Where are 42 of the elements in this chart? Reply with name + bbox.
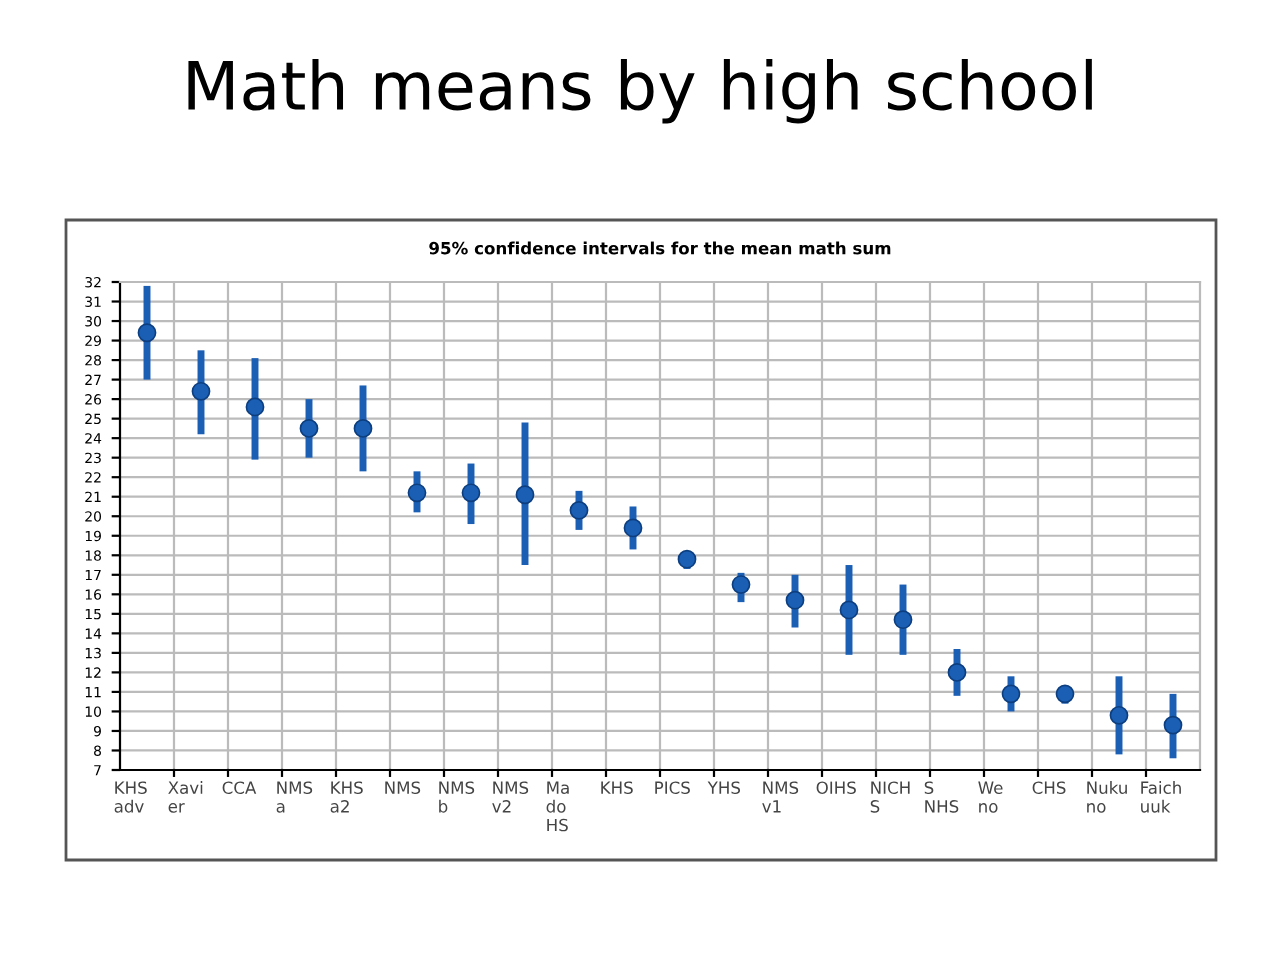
x-tick-label: OIHS	[816, 781, 856, 795]
x-tick-label: KHS a2	[330, 781, 363, 813]
point	[137, 323, 157, 343]
x-tick-label: Faich uuk	[1141, 781, 1181, 813]
point	[1109, 705, 1129, 725]
point	[893, 610, 913, 630]
x-tick-label: Xavi er	[168, 781, 203, 813]
x-tick-label: We no	[978, 781, 1003, 813]
x-tick-label: NMS v2	[492, 781, 529, 813]
x-tick-label: S NHS	[924, 781, 959, 813]
point	[1055, 684, 1075, 704]
x-tick-label: YHS	[707, 781, 741, 795]
x-tick-label: NMS	[385, 781, 421, 795]
point	[245, 397, 265, 417]
x-tick-label: KHS adv	[114, 781, 147, 813]
point	[461, 483, 481, 503]
chart-title: Math means by high school	[188, 58, 1092, 124]
point	[299, 419, 319, 438]
point	[353, 419, 373, 438]
point	[407, 483, 427, 503]
x-tick-label: Nuku no	[1087, 781, 1127, 813]
point	[947, 663, 967, 682]
x-tick-label: CHS	[1032, 781, 1066, 795]
x-tick-label: Ma do HS	[546, 781, 569, 832]
point	[623, 518, 643, 538]
chart-subtitle: 95% confidence intervals for the mean math sum	[429, 241, 891, 255]
point	[785, 590, 805, 610]
x-tick-label: NICH S	[870, 781, 910, 813]
point	[569, 500, 589, 520]
point	[515, 485, 535, 505]
point	[839, 600, 859, 620]
x-tick-label: PICS	[655, 781, 690, 795]
x-tick-label: KHS	[601, 781, 633, 795]
point	[677, 549, 697, 569]
x-tick-label: CCA	[222, 781, 257, 795]
x-tick-label: NMS b	[439, 781, 475, 813]
point	[731, 575, 751, 594]
x-tick-label: NMS a	[276, 781, 313, 813]
point	[1001, 684, 1021, 704]
point	[1163, 715, 1183, 735]
point	[191, 381, 211, 401]
x-tick-label: NMS v1	[762, 781, 799, 813]
